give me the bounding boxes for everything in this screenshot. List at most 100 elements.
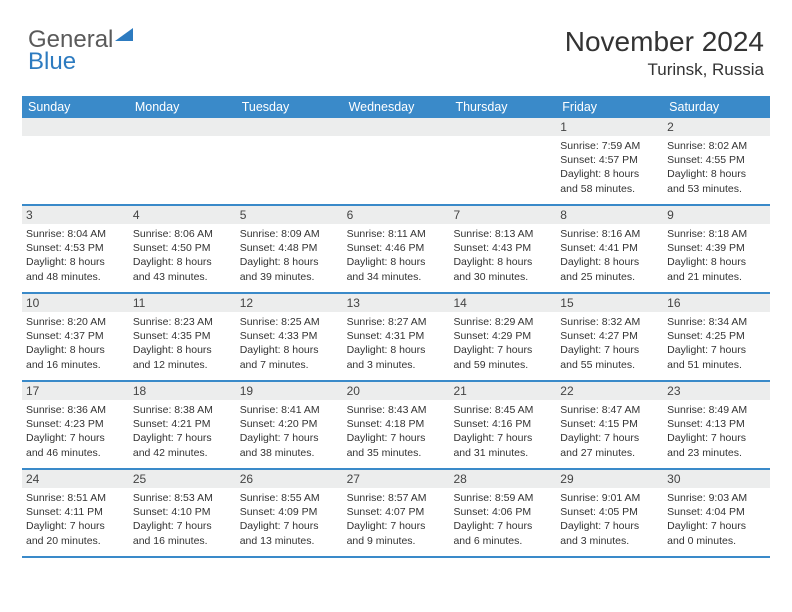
day-body: Sunrise: 8:11 AMSunset: 4:46 PMDaylight:… bbox=[343, 224, 450, 288]
daylight-text: Daylight: 7 hours and 42 minutes. bbox=[133, 431, 232, 459]
day-header-thursday: Thursday bbox=[449, 96, 556, 118]
sunrise-text: Sunrise: 8:49 AM bbox=[667, 403, 766, 417]
day-cell: 6Sunrise: 8:11 AMSunset: 4:46 PMDaylight… bbox=[343, 206, 450, 292]
day-cell: 7Sunrise: 8:13 AMSunset: 4:43 PMDaylight… bbox=[449, 206, 556, 292]
daylight-text: Daylight: 7 hours and 20 minutes. bbox=[26, 519, 125, 547]
day-number: 30 bbox=[663, 470, 770, 488]
day-body: Sunrise: 8:47 AMSunset: 4:15 PMDaylight:… bbox=[556, 400, 663, 464]
day-header-tuesday: Tuesday bbox=[236, 96, 343, 118]
daylight-text: Daylight: 8 hours and 34 minutes. bbox=[347, 255, 446, 283]
day-cell: 20Sunrise: 8:43 AMSunset: 4:18 PMDayligh… bbox=[343, 382, 450, 468]
sunrise-text: Sunrise: 8:18 AM bbox=[667, 227, 766, 241]
sunset-text: Sunset: 4:07 PM bbox=[347, 505, 446, 519]
sunset-text: Sunset: 4:33 PM bbox=[240, 329, 339, 343]
sunrise-text: Sunrise: 8:04 AM bbox=[26, 227, 125, 241]
day-number: 14 bbox=[449, 294, 556, 312]
sunset-text: Sunset: 4:05 PM bbox=[560, 505, 659, 519]
day-number bbox=[22, 118, 129, 136]
day-number bbox=[129, 118, 236, 136]
sunrise-text: Sunrise: 8:34 AM bbox=[667, 315, 766, 329]
day-cell: 11Sunrise: 8:23 AMSunset: 4:35 PMDayligh… bbox=[129, 294, 236, 380]
day-cell: 1Sunrise: 7:59 AMSunset: 4:57 PMDaylight… bbox=[556, 118, 663, 204]
day-number: 21 bbox=[449, 382, 556, 400]
sunset-text: Sunset: 4:20 PM bbox=[240, 417, 339, 431]
day-number: 13 bbox=[343, 294, 450, 312]
day-number: 27 bbox=[343, 470, 450, 488]
day-body: Sunrise: 8:27 AMSunset: 4:31 PMDaylight:… bbox=[343, 312, 450, 376]
day-cell: 14Sunrise: 8:29 AMSunset: 4:29 PMDayligh… bbox=[449, 294, 556, 380]
day-body: Sunrise: 8:18 AMSunset: 4:39 PMDaylight:… bbox=[663, 224, 770, 288]
day-body: Sunrise: 8:53 AMSunset: 4:10 PMDaylight:… bbox=[129, 488, 236, 552]
day-cell: 9Sunrise: 8:18 AMSunset: 4:39 PMDaylight… bbox=[663, 206, 770, 292]
day-cell: 30 Sunrise: 9:03 AMSunset: 4:04 PMDayligh… bbox=[663, 470, 770, 556]
sunset-text: Sunset: 4:31 PM bbox=[347, 329, 446, 343]
sunset-text: Sunset: 4:15 PM bbox=[560, 417, 659, 431]
sunrise-text: Sunrise: 8:25 AM bbox=[240, 315, 339, 329]
sunset-text: Sunset: 4:11 PM bbox=[26, 505, 125, 519]
sunset-text: Sunset: 4:04 PM bbox=[667, 505, 766, 519]
day-body: Sunrise: 9:01 AMSunset: 4:05 PMDaylight:… bbox=[556, 488, 663, 552]
sunrise-text: Sunrise: 9:01 AM bbox=[560, 491, 659, 505]
daylight-text: Daylight: 8 hours and 48 minutes. bbox=[26, 255, 125, 283]
day-cell bbox=[236, 118, 343, 204]
day-body: Sunrise: 8:06 AMSunset: 4:50 PMDaylight:… bbox=[129, 224, 236, 288]
daylight-text: Daylight: 8 hours and 58 minutes. bbox=[560, 167, 659, 195]
day-body: Sunrise: 8:49 AMSunset: 4:13 PMDaylight:… bbox=[663, 400, 770, 464]
day-cell: 25Sunrise: 8:53 AMSunset: 4:10 PMDayligh… bbox=[129, 470, 236, 556]
day-cell bbox=[22, 118, 129, 204]
sunrise-text: Sunrise: 8:59 AM bbox=[453, 491, 552, 505]
day-number bbox=[449, 118, 556, 136]
sunset-text: Sunset: 4:29 PM bbox=[453, 329, 552, 343]
day-body: Sunrise: 8:25 AMSunset: 4:33 PMDaylight:… bbox=[236, 312, 343, 376]
sunrise-text: Sunrise: 8:45 AM bbox=[453, 403, 552, 417]
day-body: Sunrise: 8:29 AMSunset: 4:29 PMDaylight:… bbox=[449, 312, 556, 376]
sunrise-text: Sunrise: 8:43 AM bbox=[347, 403, 446, 417]
daylight-text: Daylight: 8 hours and 3 minutes. bbox=[347, 343, 446, 371]
day-body: Sunrise: 8:16 AMSunset: 4:41 PMDaylight:… bbox=[556, 224, 663, 288]
sunset-text: Sunset: 4:27 PM bbox=[560, 329, 659, 343]
sunrise-text: Sunrise: 9:03 AM bbox=[667, 491, 766, 505]
sunrise-text: Sunrise: 8:51 AM bbox=[26, 491, 125, 505]
day-number: 12 bbox=[236, 294, 343, 312]
day-number: 6 bbox=[343, 206, 450, 224]
sunrise-text: Sunrise: 8:32 AM bbox=[560, 315, 659, 329]
day-body: Sunrise: 8:32 AMSunset: 4:27 PMDaylight:… bbox=[556, 312, 663, 376]
day-number: 9 bbox=[663, 206, 770, 224]
day-body: Sunrise: 8:43 AMSunset: 4:18 PMDaylight:… bbox=[343, 400, 450, 464]
day-cell: 8Sunrise: 8:16 AMSunset: 4:41 PMDaylight… bbox=[556, 206, 663, 292]
day-cell: 19Sunrise: 8:41 AMSunset: 4:20 PMDayligh… bbox=[236, 382, 343, 468]
sunset-text: Sunset: 4:09 PM bbox=[240, 505, 339, 519]
sunset-text: Sunset: 4:16 PM bbox=[453, 417, 552, 431]
day-body bbox=[343, 136, 450, 143]
day-header-saturday: Saturday bbox=[663, 96, 770, 118]
sunset-text: Sunset: 4:23 PM bbox=[26, 417, 125, 431]
day-body: Sunrise: 8:55 AMSunset: 4:09 PMDaylight:… bbox=[236, 488, 343, 552]
daylight-text: Daylight: 7 hours and 0 minutes. bbox=[667, 519, 766, 547]
day-cell bbox=[343, 118, 450, 204]
day-header-wednesday: Wednesday bbox=[343, 96, 450, 118]
sunrise-text: Sunrise: 8:38 AM bbox=[133, 403, 232, 417]
day-cell bbox=[449, 118, 556, 204]
day-body bbox=[449, 136, 556, 143]
logo-triangle-icon bbox=[115, 28, 133, 41]
daylight-text: Daylight: 7 hours and 51 minutes. bbox=[667, 343, 766, 371]
daylight-text: Daylight: 7 hours and 46 minutes. bbox=[26, 431, 125, 459]
day-number: 25 bbox=[129, 470, 236, 488]
day-number: 16 bbox=[663, 294, 770, 312]
sunrise-text: Sunrise: 8:20 AM bbox=[26, 315, 125, 329]
sunset-text: Sunset: 4:48 PM bbox=[240, 241, 339, 255]
day-cell: 18Sunrise: 8:38 AMSunset: 4:21 PMDayligh… bbox=[129, 382, 236, 468]
day-body: Sunrise: 8:51 AMSunset: 4:11 PMDaylight:… bbox=[22, 488, 129, 552]
day-cell: 17Sunrise: 8:36 AMSunset: 4:23 PMDayligh… bbox=[22, 382, 129, 468]
day-number: 17 bbox=[22, 382, 129, 400]
sunrise-text: Sunrise: 8:55 AM bbox=[240, 491, 339, 505]
sunset-text: Sunset: 4:53 PM bbox=[26, 241, 125, 255]
sunrise-text: Sunrise: 8:23 AM bbox=[133, 315, 232, 329]
day-number: 7 bbox=[449, 206, 556, 224]
day-body: Sunrise: 8:59 AMSunset: 4:06 PMDaylight:… bbox=[449, 488, 556, 552]
daylight-text: Daylight: 7 hours and 16 minutes. bbox=[133, 519, 232, 547]
sunrise-text: Sunrise: 8:16 AM bbox=[560, 227, 659, 241]
day-header-sunday: Sunday bbox=[22, 96, 129, 118]
sunset-text: Sunset: 4:43 PM bbox=[453, 241, 552, 255]
day-body bbox=[236, 136, 343, 143]
